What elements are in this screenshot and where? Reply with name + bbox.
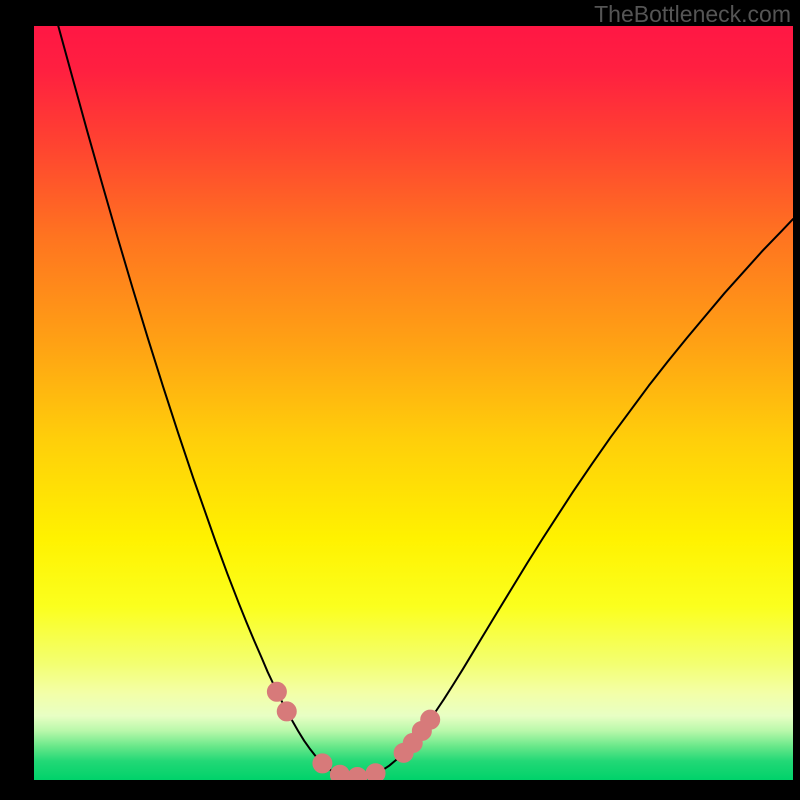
bottleneck-curve bbox=[58, 26, 793, 777]
watermark-text: TheBottleneck.com bbox=[594, 1, 791, 28]
curve-layer bbox=[34, 26, 793, 780]
curve-marker bbox=[313, 754, 332, 773]
curve-marker bbox=[277, 702, 296, 721]
plot-area bbox=[34, 26, 793, 780]
curve-marker bbox=[267, 682, 286, 701]
curve-marker bbox=[366, 764, 385, 780]
marker-group bbox=[267, 682, 439, 780]
curve-marker bbox=[330, 765, 349, 780]
curve-marker bbox=[348, 767, 367, 780]
curve-marker bbox=[421, 710, 440, 729]
